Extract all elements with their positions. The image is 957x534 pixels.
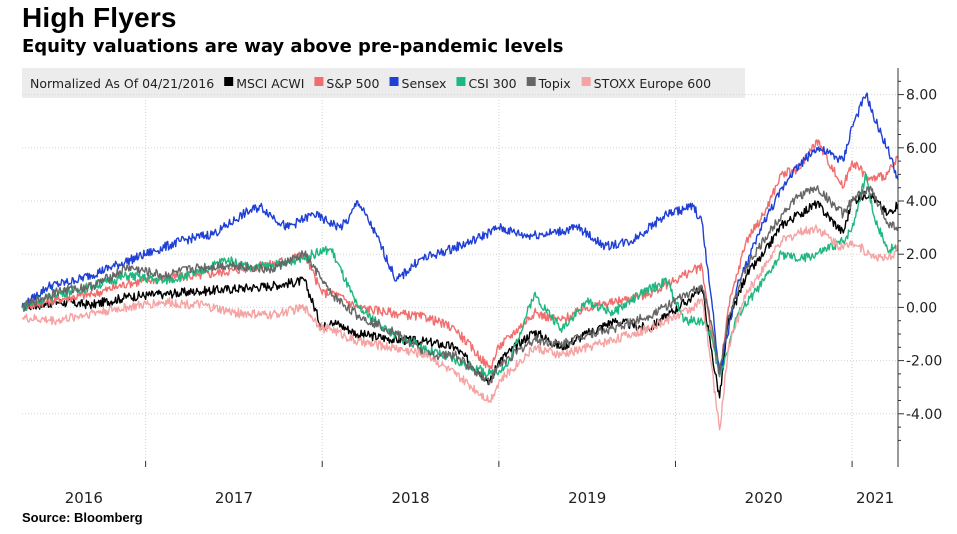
legend-label: Topix	[538, 76, 571, 91]
y-tick-label: 2.00	[906, 247, 937, 263]
x-tick-label: 2020	[745, 489, 783, 507]
legend-swatch	[456, 77, 466, 86]
y-tick-label: 0.00	[906, 300, 937, 316]
y-tick-label: 4.00	[906, 194, 937, 210]
legend-label: S&P 500	[326, 76, 379, 91]
series-line-stoxx-europe-600	[21, 224, 899, 431]
source-note: Source: Bloomberg	[22, 510, 143, 525]
x-tick-label: 2021	[856, 489, 894, 507]
series-line-s-p-500	[21, 139, 899, 378]
chart-subtitle: Equity valuations are way above pre-pand…	[22, 36, 564, 57]
y-tick-label: 6.00	[906, 141, 937, 157]
legend-swatch	[314, 77, 324, 86]
legend-swatch	[581, 77, 591, 86]
series-line-csi-300	[21, 173, 899, 378]
legend-swatch	[224, 77, 234, 86]
legend-label: Sensex	[402, 76, 447, 91]
y-tick-label: -2.00	[906, 354, 942, 370]
x-tick-label: 2016	[65, 489, 103, 507]
x-tick-label: 2017	[215, 489, 253, 507]
legend-swatch	[389, 77, 399, 86]
x-tick-label: 2019	[568, 489, 606, 507]
legend-swatch	[526, 77, 536, 86]
y-tick-label: -4.00	[906, 407, 942, 423]
series-line-sensex	[21, 92, 899, 375]
legend-background	[22, 68, 745, 98]
legend-label: STOXX Europe 600	[594, 76, 712, 91]
chart-title: High Flyers	[22, 2, 177, 33]
series-line-topix	[21, 185, 899, 386]
x-tick-label: 2018	[391, 489, 429, 507]
series-line-msci-acwi	[21, 190, 899, 399]
y-tick-label: 8.00	[906, 88, 937, 104]
legend-label: CSI 300	[468, 76, 516, 91]
legend-label: MSCI ACWI	[236, 76, 304, 91]
legend-note: Normalized As Of 04/21/2016	[30, 76, 214, 91]
